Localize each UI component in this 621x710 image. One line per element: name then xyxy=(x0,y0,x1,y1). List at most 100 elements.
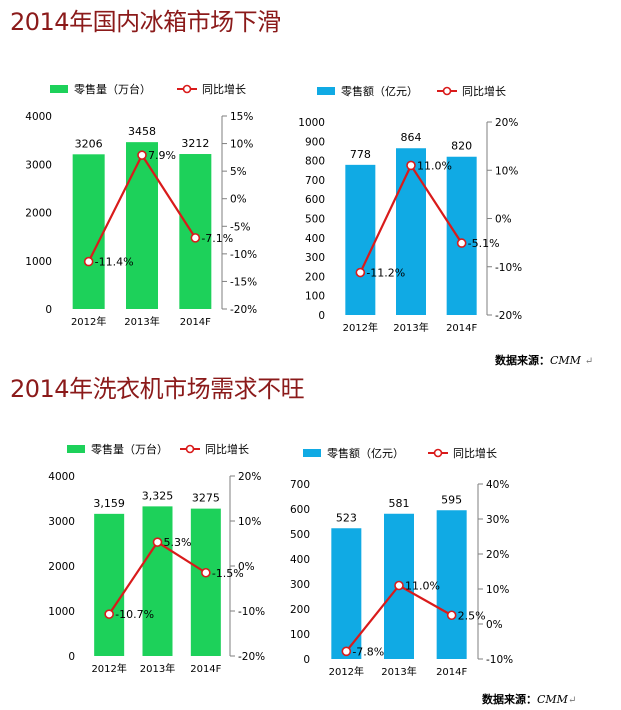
y-tick-label: 100 xyxy=(305,291,325,303)
legend: 零售量（万台） 同比增长 xyxy=(67,442,249,456)
source-label: 数据来源： xyxy=(495,354,550,367)
bar xyxy=(94,513,125,656)
legend-bar-label: 零售额（亿元） xyxy=(341,84,418,98)
y-tick-label: 1000 xyxy=(25,256,52,268)
y2-tick-label: -5% xyxy=(230,221,250,233)
x-tick-label: 2013年 xyxy=(381,665,416,678)
y-tick-label: 4000 xyxy=(48,471,75,483)
y-tick-label: 700 xyxy=(290,479,310,491)
bar-value-label: 864 xyxy=(401,131,422,144)
bar-value-label: 523 xyxy=(336,511,357,524)
x-tick-label: 2014F xyxy=(446,323,477,334)
growth-value-label: -11.4% xyxy=(95,256,134,269)
y-tick-label: 500 xyxy=(305,214,325,226)
legend-bar-swatch xyxy=(67,445,85,453)
legend-line-marker xyxy=(442,86,452,96)
y2-tick-label: 0% xyxy=(486,619,503,631)
growth-value-label: 2.5% xyxy=(458,609,486,622)
y-tick-label: 3000 xyxy=(48,516,75,528)
growth-value-label: 5.3% xyxy=(164,536,192,549)
y2-tick-label: -15% xyxy=(230,276,257,288)
fridge-value-chart-svg: 零售额（亿元） 同比增长 0 100 200 300 400 500 600 700 800 900 1… xyxy=(298,84,522,334)
legend-bar-swatch xyxy=(50,85,68,93)
y-tick-label: 300 xyxy=(305,252,325,264)
x-tick-label: 2013年 xyxy=(140,662,175,675)
x-tick-label: 2012年 xyxy=(343,321,378,334)
washer-value-chart-svg: 零售额（亿元） 同比增长 0 100 200 300 400 500 600 700 -10% 0% 1… xyxy=(290,446,513,678)
legend-line-label: 同比增长 xyxy=(202,82,246,96)
legend-bar-swatch xyxy=(317,87,335,95)
washer-data-source: 数据来源：CMM↵ xyxy=(482,691,576,707)
bar xyxy=(396,148,426,315)
growth-point xyxy=(137,150,147,160)
legend-bar-label: 零售量（万台） xyxy=(74,82,151,96)
y-tick-label: 600 xyxy=(290,504,310,516)
x-tick-label: 2012年 xyxy=(329,665,364,678)
bar-value-label: 3458 xyxy=(128,125,156,138)
growth-value-label: -7.8% xyxy=(352,645,384,658)
x-tick-label: 2013年 xyxy=(393,321,428,334)
growth-value-label: -11.2% xyxy=(366,267,405,280)
legend: 零售额（亿元） 同比增长 xyxy=(317,84,506,98)
y2-tick-label: 0% xyxy=(238,561,255,573)
y2-tick-label: 20% xyxy=(486,549,509,561)
y2-tick-label: -10% xyxy=(230,249,257,261)
growth-value-label: 11.0% xyxy=(417,159,452,172)
bar-value-label: 3275 xyxy=(192,492,220,505)
legend-bar-label: 零售额（亿元） xyxy=(327,446,404,460)
y-tick-label: 2000 xyxy=(48,561,75,573)
bar xyxy=(345,164,376,315)
y2-tick-label: 10% xyxy=(495,165,518,177)
bar-value-label: 820 xyxy=(451,140,472,153)
y2-tick-label: 20% xyxy=(495,117,518,129)
growth-point xyxy=(83,256,94,267)
bar-value-label: 3,159 xyxy=(93,497,125,510)
growth-point xyxy=(394,580,404,591)
y-tick-label: 3000 xyxy=(25,159,52,171)
y2-tick-label: -20% xyxy=(238,651,265,663)
y2-tick-label: 30% xyxy=(486,514,509,526)
y2-tick-label: -20% xyxy=(495,310,522,322)
bar-value-label: 3206 xyxy=(75,137,103,150)
x-tick-label: 2012年 xyxy=(91,662,126,675)
source-label: 数据来源： xyxy=(482,693,537,706)
y2-tick-label: -20% xyxy=(230,304,257,316)
y-tick-label: 2000 xyxy=(25,208,52,220)
legend-bar-swatch xyxy=(303,449,321,457)
growth-value-label: 11.0% xyxy=(405,580,440,593)
y-tick-label: 400 xyxy=(290,554,310,566)
y2-tick-label: 0% xyxy=(230,194,247,206)
y-tick-label: 0 xyxy=(68,651,75,663)
y-tick-label: 300 xyxy=(290,579,310,591)
growth-point xyxy=(104,609,114,619)
growth-value-label: -1.5% xyxy=(212,567,244,580)
x-tick-label: 2014F xyxy=(190,664,221,675)
y-tick-label: 400 xyxy=(305,233,325,245)
y-tick-label: 0 xyxy=(45,304,52,316)
y2-tick-label: 10% xyxy=(238,516,261,528)
x-tick-label: 2014F xyxy=(436,667,467,678)
bar-value-label: 581 xyxy=(389,497,410,510)
growth-point xyxy=(341,646,352,657)
bar xyxy=(126,142,158,309)
y-tick-label: 0 xyxy=(303,654,310,666)
growth-value-label: -7.1% xyxy=(201,232,233,245)
growth-point xyxy=(190,233,201,243)
washer-section-title: 2014年洗衣机市场需求不旺 xyxy=(10,375,305,403)
y2-tick-label: 10% xyxy=(230,139,253,151)
growth-point xyxy=(456,238,467,248)
legend-bar-label: 零售量（万台） xyxy=(91,442,168,456)
legend-line-label: 同比增长 xyxy=(462,84,506,98)
fridge-volume-chart-svg: 零售量（万台） 同比增长 0 1000 2000 3000 4000 -20% -15% -10%… xyxy=(25,82,257,328)
bar-value-label: 3212 xyxy=(181,137,209,150)
legend-line-marker xyxy=(182,84,192,94)
source-value: CMM xyxy=(537,693,568,706)
x-tick-label: 2012年 xyxy=(71,315,106,328)
bar xyxy=(72,154,105,309)
y-tick-label: 200 xyxy=(305,271,325,283)
y2-tick-label: -10% xyxy=(495,262,522,274)
bar-value-label: 3,325 xyxy=(142,489,174,502)
y-tick-label: 200 xyxy=(290,604,310,616)
y-tick-label: 0 xyxy=(318,310,325,322)
legend: 零售额（亿元） 同比增长 xyxy=(303,446,497,460)
